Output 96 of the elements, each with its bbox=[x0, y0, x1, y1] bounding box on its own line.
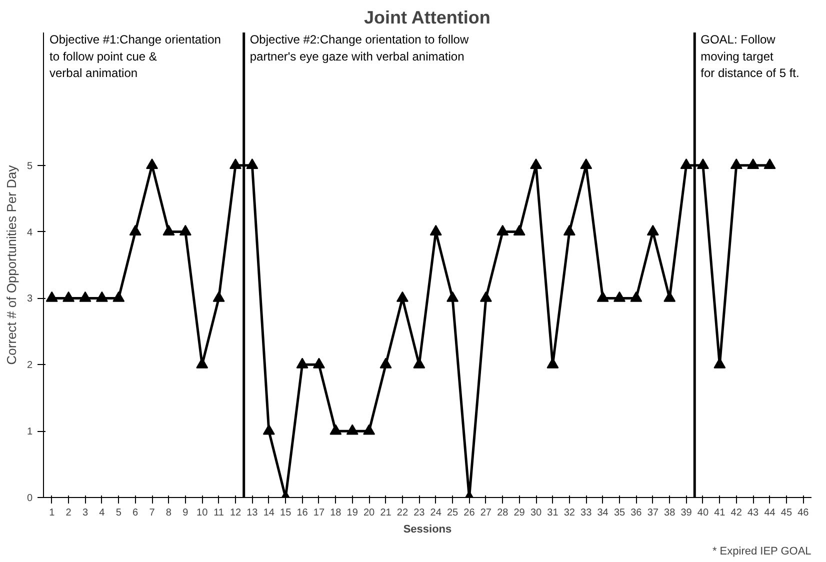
point bbox=[146, 158, 158, 170]
x-tick-label: 11 bbox=[214, 508, 224, 518]
point bbox=[62, 291, 75, 302]
x-tick-label: 44 bbox=[764, 508, 776, 518]
annotation: Objective #2:Change orientation to follow partner's eye gaze with verbal animation bbox=[250, 32, 469, 64]
x-tick-label: 32 bbox=[564, 508, 576, 518]
x-tick-label: 10 bbox=[196, 508, 208, 518]
x-tick-label: 35 bbox=[614, 508, 626, 518]
point bbox=[363, 424, 376, 435]
x-tick-label: 4 bbox=[99, 508, 106, 518]
x-axis-title: Sessions bbox=[403, 524, 452, 536]
x-tick-label: 6 bbox=[132, 508, 139, 518]
point bbox=[112, 291, 125, 302]
y-tick-label: 3 bbox=[26, 294, 33, 305]
x-tick-label: 20 bbox=[364, 508, 376, 518]
x-tick-label: 14 bbox=[263, 508, 275, 518]
x-tick-label: 19 bbox=[346, 508, 358, 518]
text: * Expired IEP GOAL bbox=[712, 546, 812, 558]
point bbox=[614, 291, 626, 302]
x-tick-label: 22 bbox=[396, 508, 408, 518]
y-tick-label: 4 bbox=[26, 227, 33, 238]
x-tick-label: 17 bbox=[313, 508, 325, 518]
point bbox=[330, 424, 342, 435]
x-tick-label: 45 bbox=[780, 508, 792, 518]
x-tick-label: 42 bbox=[730, 508, 742, 518]
point bbox=[312, 358, 325, 368]
x-tick-label: 41 bbox=[714, 508, 726, 518]
x-tick-label: 27 bbox=[480, 508, 492, 518]
x-tick-label: 1 bbox=[49, 508, 56, 518]
x-tick-label: 29 bbox=[514, 508, 526, 518]
point bbox=[596, 291, 609, 302]
x-tick-label: 38 bbox=[664, 508, 676, 518]
x-tick-label: 23 bbox=[414, 508, 426, 518]
point bbox=[730, 158, 742, 170]
x-tick-label: 31 bbox=[547, 508, 559, 518]
annotation: Objective #1:Change orientation to follow point cue & verbal animation bbox=[50, 32, 221, 80]
point bbox=[480, 291, 492, 302]
point bbox=[346, 424, 358, 435]
point bbox=[96, 291, 108, 302]
x-tick-label: 30 bbox=[530, 508, 542, 518]
point bbox=[79, 291, 92, 302]
x-tick-label: 26 bbox=[464, 508, 476, 518]
annotation: GOAL: Follow moving target for distance of 5 ft. bbox=[700, 32, 800, 80]
point bbox=[129, 224, 142, 236]
x-tick-label: 16 bbox=[296, 508, 308, 518]
point bbox=[513, 224, 526, 236]
x-tick-label: 39 bbox=[680, 508, 692, 518]
x-tick-label: 43 bbox=[748, 508, 760, 518]
point bbox=[646, 224, 659, 236]
point bbox=[296, 358, 308, 368]
x-tick-label: 13 bbox=[246, 508, 258, 518]
x-tick-label: 25 bbox=[446, 508, 459, 518]
y-tick-label: 0 bbox=[26, 493, 33, 504]
point bbox=[630, 291, 642, 302]
y-tick-label: 2 bbox=[26, 360, 33, 372]
x-tick-label: 12 bbox=[230, 508, 242, 518]
point bbox=[179, 224, 192, 236]
x-tick-label: 46 bbox=[798, 508, 810, 518]
point bbox=[230, 158, 242, 170]
point bbox=[396, 291, 408, 302]
point bbox=[580, 158, 592, 170]
x-tick-label: 2 bbox=[66, 508, 72, 518]
x-tick-label: 36 bbox=[630, 508, 642, 518]
point bbox=[162, 224, 175, 236]
x-tick-label: 8 bbox=[166, 508, 172, 518]
point bbox=[246, 158, 258, 170]
x-tick-label: 9 bbox=[182, 508, 189, 518]
x-tick-label: 7 bbox=[149, 508, 156, 518]
point bbox=[212, 291, 225, 302]
x-tick-label: 5 bbox=[116, 508, 122, 518]
y-axis-title: Correct # of Opportunities Per Day bbox=[4, 164, 19, 365]
point bbox=[496, 224, 509, 236]
point bbox=[696, 158, 709, 170]
point bbox=[680, 158, 692, 170]
x-tick-label: 24 bbox=[430, 508, 442, 518]
point bbox=[747, 158, 760, 170]
x-tick-label: 18 bbox=[330, 508, 342, 518]
point bbox=[764, 158, 776, 170]
x-tick-label: 21 bbox=[380, 508, 392, 518]
y-tick-label: 5 bbox=[26, 160, 33, 172]
x-tick-label: 3 bbox=[82, 508, 88, 518]
x-tick-label: 34 bbox=[597, 508, 609, 518]
y-tick-label: 1 bbox=[26, 426, 33, 438]
x-tick-label: 28 bbox=[497, 508, 509, 518]
x-tick-label: 37 bbox=[647, 508, 659, 518]
x-tick-label: 15 bbox=[280, 508, 292, 518]
x-tick-label: 40 bbox=[697, 508, 709, 518]
point bbox=[262, 424, 275, 435]
point bbox=[46, 291, 58, 302]
point bbox=[530, 158, 542, 170]
x-tick-label: 33 bbox=[580, 508, 592, 518]
point bbox=[446, 291, 459, 302]
point bbox=[430, 224, 442, 236]
chart-title: Joint Attention bbox=[364, 8, 490, 28]
point bbox=[563, 224, 576, 236]
point bbox=[380, 358, 392, 368]
